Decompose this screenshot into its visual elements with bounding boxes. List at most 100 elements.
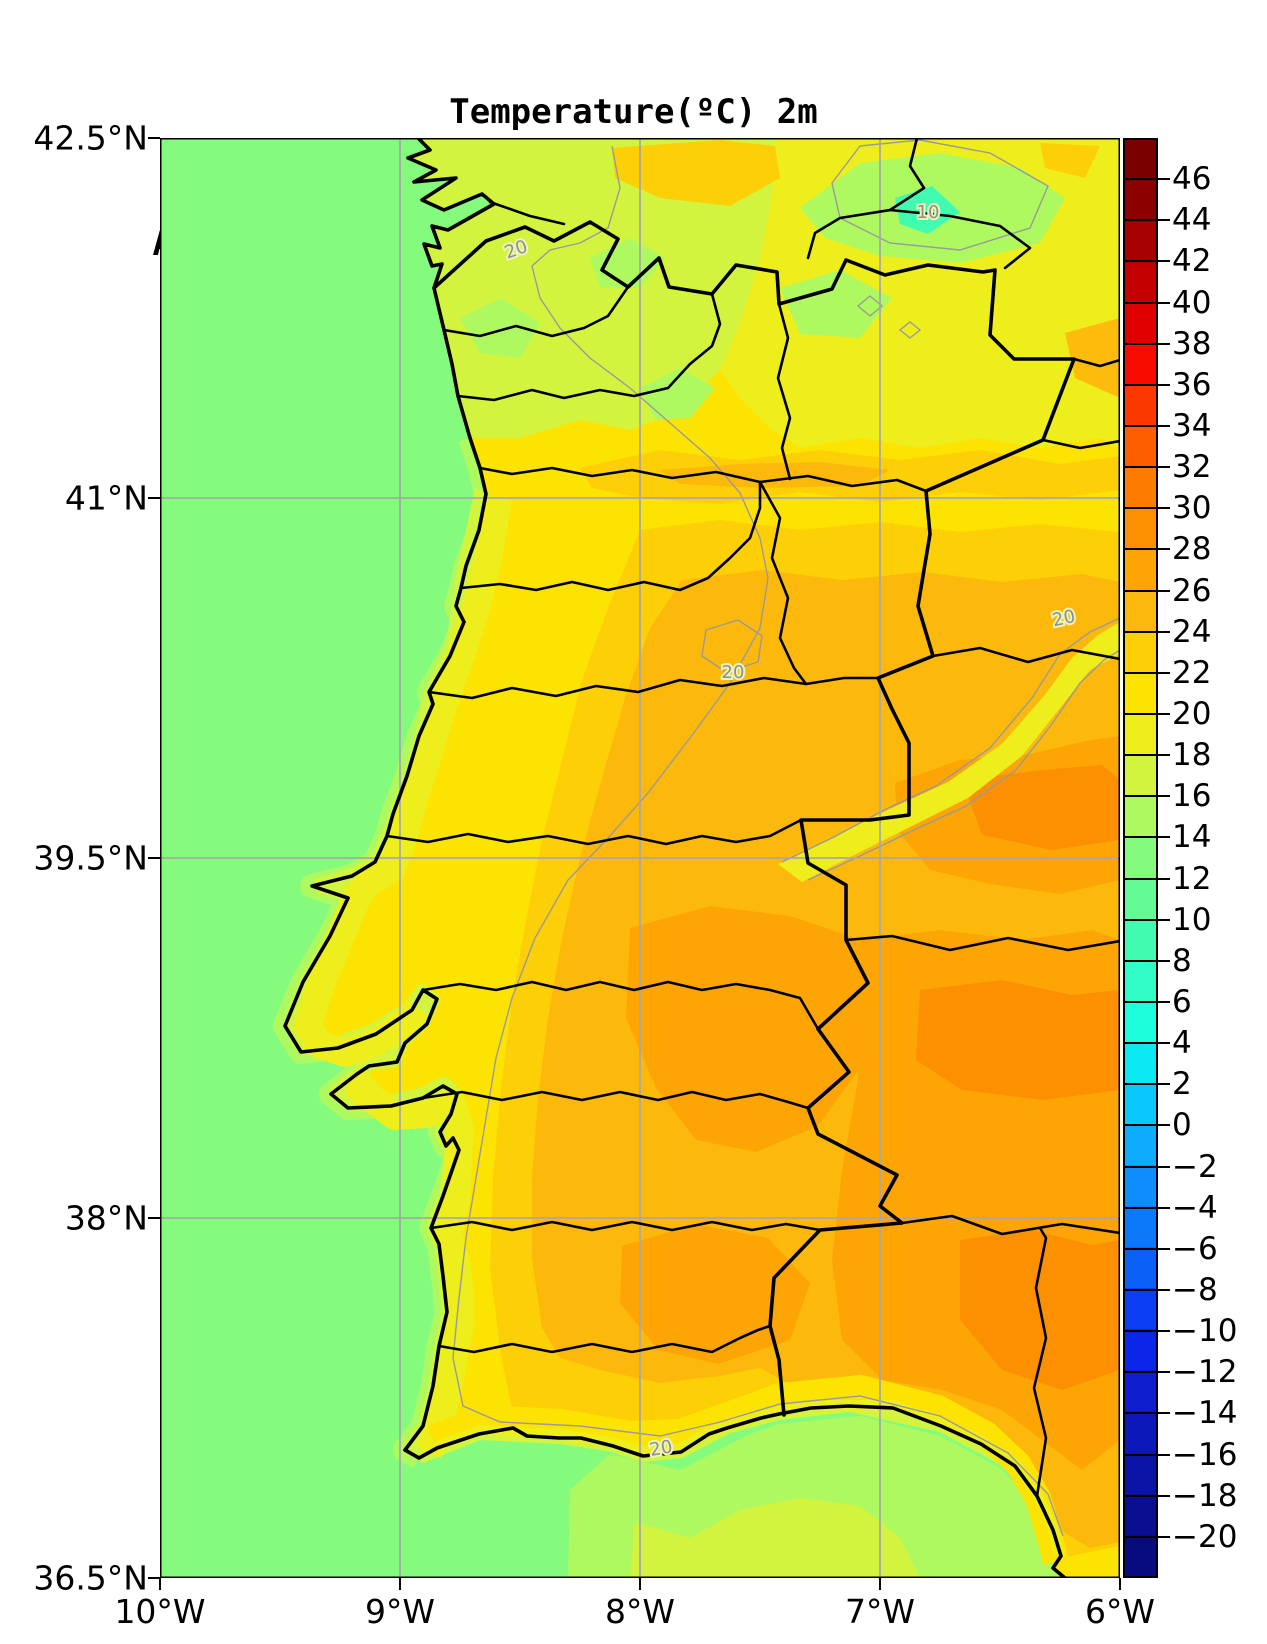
x-tick-mark [879, 1578, 881, 1590]
colorbar-tick-label: 0 [1172, 1107, 1192, 1144]
colorbar-segment [1125, 468, 1156, 510]
colorbar-segment [1125, 1329, 1156, 1371]
colorbar [1123, 138, 1158, 1578]
colorbar-tick-mark [1123, 260, 1170, 263]
coastal-strip-yellowgreen-s [346, 1068, 474, 1458]
coastline [283, 138, 1067, 1578]
colorbar-tick-label: 10 [1172, 901, 1212, 938]
colorbar-tick-mark [1123, 1247, 1170, 1250]
graticule [160, 138, 1120, 1578]
colorbar-tick-label: 18 [1172, 737, 1212, 774]
contour-10-loop [831, 139, 1049, 251]
x-tick-mark [1119, 1578, 1121, 1590]
y-tick-label: 41°N [64, 478, 148, 518]
colorbar-tick-label: 20 [1172, 696, 1212, 732]
x-tick-label: 8°W [604, 1592, 676, 1631]
colorbar-tick-label: −2 [1172, 1148, 1218, 1185]
colorbar-tick-mark [1123, 219, 1170, 222]
colorbar-segment [1125, 1452, 1156, 1494]
colorbar-tick-mark [1123, 1453, 1170, 1456]
colorbar-segment [1125, 1124, 1156, 1166]
colorbar-segment [1125, 222, 1156, 264]
colorbar-tick-mark [1123, 342, 1170, 345]
colorbar-segment [1125, 550, 1156, 592]
colorbar-tick-mark [1123, 548, 1170, 551]
land-nw-cool [408, 138, 776, 438]
colorbar-segment [1125, 1001, 1156, 1043]
colorbar-segment [1125, 181, 1156, 223]
colorbar-tick-label: 14 [1172, 819, 1212, 856]
colorbar-tick-label: −12 [1172, 1354, 1238, 1391]
colorbar-segment [1125, 1083, 1156, 1125]
colorbar-segment [1125, 755, 1156, 797]
land-ne-amber-corner [1065, 318, 1120, 398]
x-tick-label: 7°W [844, 1592, 916, 1631]
map-plot-area: 20 10 20 20 20 [160, 138, 1120, 1578]
colorbar-tick-label: 8 [1172, 942, 1192, 979]
y-tick-mark [148, 1217, 160, 1219]
colorbar-segment [1125, 960, 1156, 1002]
contour-20-hexagon [701, 619, 763, 673]
colorbar-tick-mark [1123, 1165, 1170, 1168]
y-tick-mark [148, 857, 160, 859]
colorbar-tick-label: 12 [1172, 860, 1212, 897]
colorbar-tick-mark [1123, 877, 1170, 880]
colorbar-tick-mark [1123, 1330, 1170, 1333]
y-tick-mark [148, 497, 160, 499]
colorbar-tick-mark [1123, 1206, 1170, 1209]
contour-20-spain-a [781, 617, 1120, 863]
colorbar-segment [1125, 796, 1156, 838]
colorbar-segment [1125, 1411, 1156, 1453]
colorbar-segment [1125, 304, 1156, 346]
colorbar-segment [1125, 1288, 1156, 1330]
colorbar-tick-label: −8 [1172, 1272, 1218, 1308]
colorbar-tick-mark [1123, 959, 1170, 962]
colorbar-tick-mark [1123, 1494, 1170, 1497]
colorbar-tick-mark [1123, 507, 1170, 510]
colorbar-tick-label: 24 [1172, 613, 1212, 650]
colorbar-tick-label: −20 [1172, 1518, 1238, 1555]
contour-diamond-1 [856, 295, 884, 317]
colorbar-tick-label: 4 [1172, 1025, 1192, 1062]
colorbar-tick-label: 16 [1172, 778, 1212, 815]
y-tick-label: 39.5°N [33, 838, 148, 878]
coastal-strip-yellowgreen-n [294, 495, 512, 1067]
colorbar-segment [1125, 878, 1156, 920]
colorbar-tick-label: −14 [1172, 1395, 1238, 1432]
colorbar-segment [1125, 1370, 1156, 1412]
contour-value-label: 20 [722, 662, 745, 683]
colorbar-segment [1125, 509, 1156, 551]
x-tick-label: 6°W [1084, 1592, 1156, 1631]
contour-20-spain-b [807, 649, 1120, 881]
colorbar-tick-label: 40 [1172, 284, 1212, 321]
colorbar-segment [1125, 1247, 1156, 1289]
x-tick-mark [159, 1578, 161, 1590]
colorbar-tick-mark [1123, 589, 1170, 592]
colorbar-tick-mark [1123, 1001, 1170, 1003]
colorbar-tick-label: 28 [1172, 531, 1212, 568]
temperature-contour-lines [452, 139, 1120, 1537]
colorbar-segment [1125, 1042, 1156, 1084]
land-nw-green-1 [460, 298, 540, 358]
colorbar-segment [1125, 1493, 1156, 1535]
land-nw-green-3 [640, 368, 715, 420]
colorbar-tick-mark [1123, 1535, 1170, 1538]
colorbar-tick-label: 36 [1172, 366, 1212, 403]
colorbar-tick-label: 42 [1172, 243, 1212, 280]
land-ne-gold-top [612, 140, 780, 206]
colorbar-tick-label: −6 [1172, 1230, 1218, 1267]
colorbar-tick-label: 6 [1172, 984, 1192, 1020]
colorbar-segment [1125, 591, 1156, 633]
contour-20-west [452, 145, 1064, 1537]
y-tick-label: 38°N [64, 1198, 148, 1238]
colorbar-tick-mark [1123, 425, 1170, 427]
colorbar-tick-mark [1123, 795, 1170, 798]
colorbar-tick-label: 30 [1172, 490, 1212, 527]
colorbar-segment [1125, 1206, 1156, 1248]
spain-portugal-border [432, 220, 1076, 1417]
colorbar-tick-mark [1123, 1042, 1170, 1045]
colorbar-tick-label: 46 [1172, 161, 1212, 198]
colorbar-segment [1125, 714, 1156, 756]
